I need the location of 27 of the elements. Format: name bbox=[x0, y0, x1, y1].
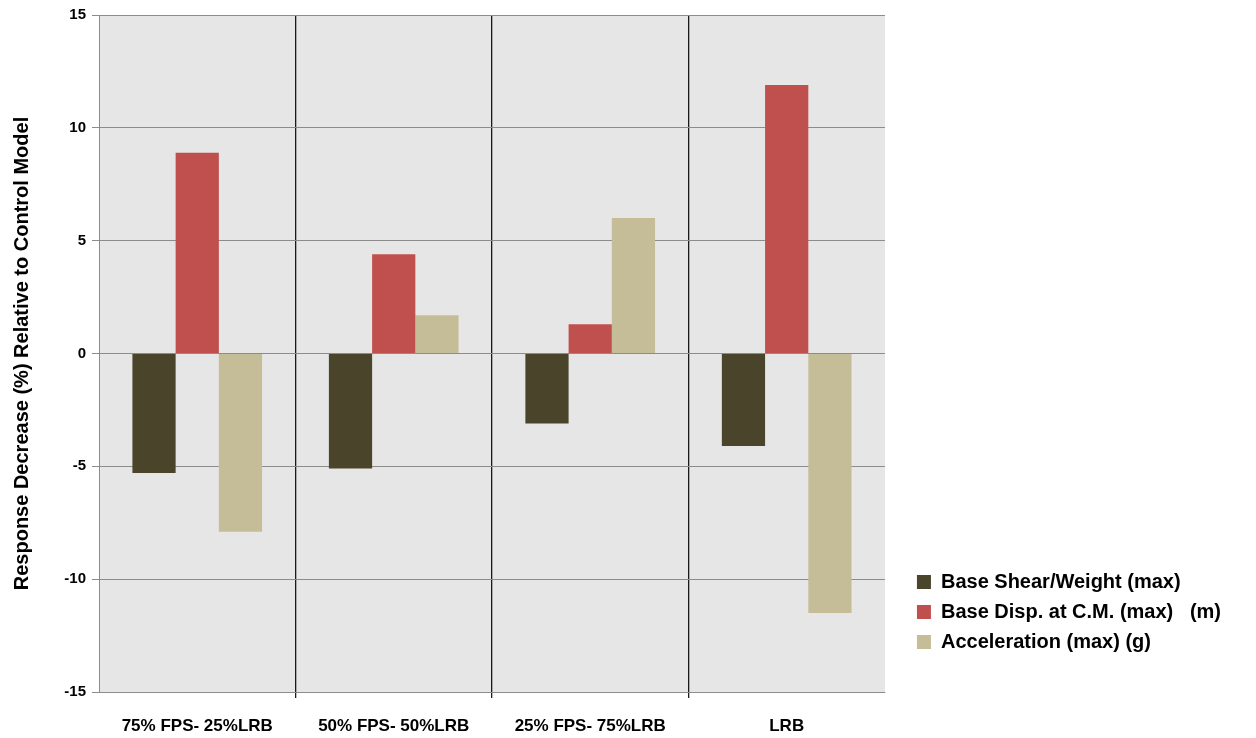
y-tick-label: -15 bbox=[64, 682, 86, 700]
bar bbox=[415, 315, 459, 353]
y-tick-label: 0 bbox=[77, 343, 86, 361]
y-tick-label: 5 bbox=[77, 230, 86, 248]
x-tick-label: LRB bbox=[769, 715, 805, 735]
x-tick-label: 75% FPS- 25%LRB bbox=[121, 715, 273, 735]
bar bbox=[765, 84, 809, 353]
bar bbox=[328, 354, 373, 469]
legend-label: Base Shear/Weight (max) bbox=[940, 569, 1181, 592]
bar bbox=[568, 324, 612, 353]
y-tick-label: 15 bbox=[69, 5, 86, 23]
y-tick-label: 10 bbox=[69, 117, 86, 135]
x-tick-label: 50% FPS- 50%LRB bbox=[318, 715, 470, 735]
bar bbox=[175, 152, 219, 353]
bar bbox=[525, 354, 569, 424]
bar bbox=[372, 254, 416, 353]
bar bbox=[721, 354, 766, 447]
bar bbox=[808, 354, 852, 614]
legend-label: Base Disp. at C.M. (max) (m) bbox=[940, 599, 1221, 622]
y-tick-label: -5 bbox=[72, 456, 86, 474]
bar bbox=[218, 354, 263, 532]
legend-label: Acceleration (max) (g) bbox=[940, 629, 1151, 652]
bar bbox=[611, 218, 656, 353]
x-tick-label: 25% FPS- 75%LRB bbox=[514, 715, 666, 735]
y-axis-title: Response Decrease (%) Relative to Control Model bbox=[9, 116, 32, 591]
bar bbox=[132, 354, 176, 474]
y-tick-label: -10 bbox=[64, 569, 86, 587]
